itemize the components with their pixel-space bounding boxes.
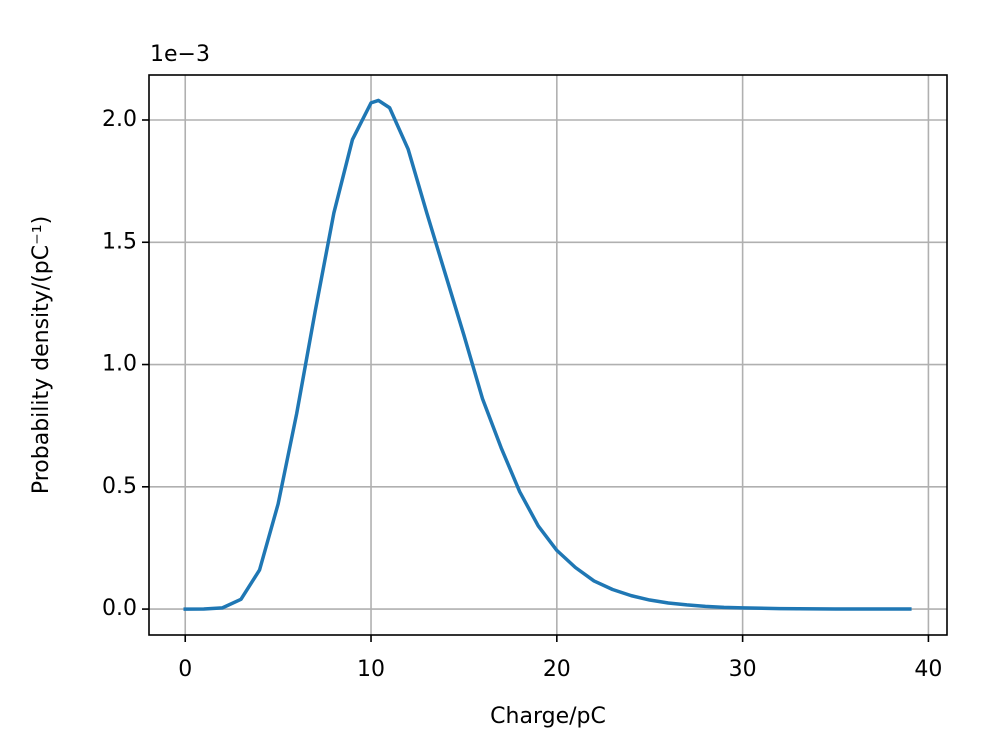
x-axis-label: Charge/pC: [490, 704, 606, 729]
x-tick-label: 0: [178, 657, 192, 682]
y-tick-label: 0.5: [102, 474, 137, 499]
y-tick-label: 2.0: [102, 107, 137, 132]
y-offset-label: 1e−3: [150, 42, 210, 67]
y-tick-label: 1.5: [102, 229, 137, 254]
x-tick-label: 10: [357, 657, 385, 682]
y-tick-label: 1.0: [102, 352, 137, 377]
x-tick-label: 40: [914, 657, 942, 682]
x-tick-label: 30: [729, 657, 757, 682]
y-axis-label: Probability density/(pC⁻¹): [29, 216, 54, 494]
plot-frame: [148, 74, 948, 636]
x-tick-label: 20: [543, 657, 571, 682]
data-line: [183, 98, 912, 611]
y-tick-label: 0.0: [102, 596, 137, 621]
